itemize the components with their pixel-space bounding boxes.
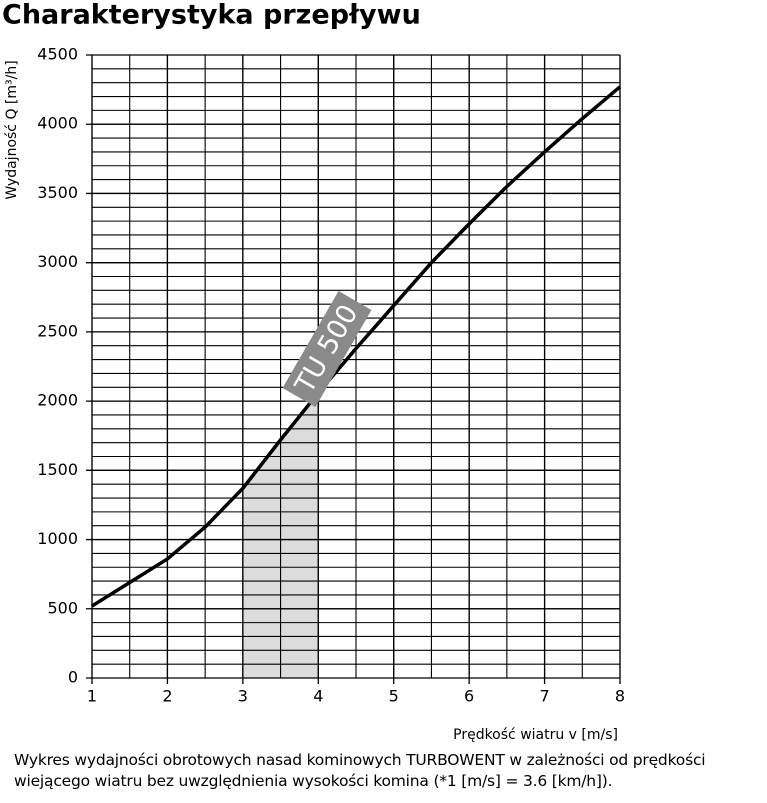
y-tick-label: 500: [47, 598, 78, 617]
x-tick-label: 8: [615, 687, 625, 706]
y-tick-label: 4000: [37, 114, 78, 133]
y-tick-label: 2500: [37, 321, 78, 340]
x-tick-label: 3: [238, 687, 248, 706]
x-tick-label: 5: [389, 687, 399, 706]
series-label-box: [282, 291, 372, 407]
x-tick-label: 2: [162, 687, 172, 706]
x-tick-label: 6: [464, 687, 474, 706]
chart: Charakterystyka przepływu Wydajność Q [m…: [2, 0, 625, 743]
data-line: [91, 85, 622, 608]
y-tick-label: 3000: [37, 252, 78, 271]
y-tick-label: 1000: [37, 529, 78, 548]
x-axis-label: Prędkość wiatru v [m/s]: [453, 727, 618, 743]
y-tick-label: 1500: [37, 460, 78, 479]
y-tick-label: 3500: [37, 183, 78, 202]
y-tick-label: 4500: [37, 45, 78, 64]
caption: Wykres wydajności obrotowych nasad komin…: [14, 751, 706, 769]
y-axis-label: Wydajność Q [m³/h]: [4, 60, 20, 199]
series-label: TU 500: [282, 291, 372, 407]
x-tick-label: 7: [539, 687, 549, 706]
chart-title: Charakterystyka przepływu: [2, 0, 421, 31]
y-tick-label: 2000: [37, 391, 78, 410]
y-tick-label: 0: [68, 668, 78, 687]
x-tick-label: 1: [87, 687, 97, 706]
x-tick-label: 4: [313, 687, 323, 706]
caption: wiejącego wiatru bez uwzględnienia wysok…: [14, 772, 613, 790]
